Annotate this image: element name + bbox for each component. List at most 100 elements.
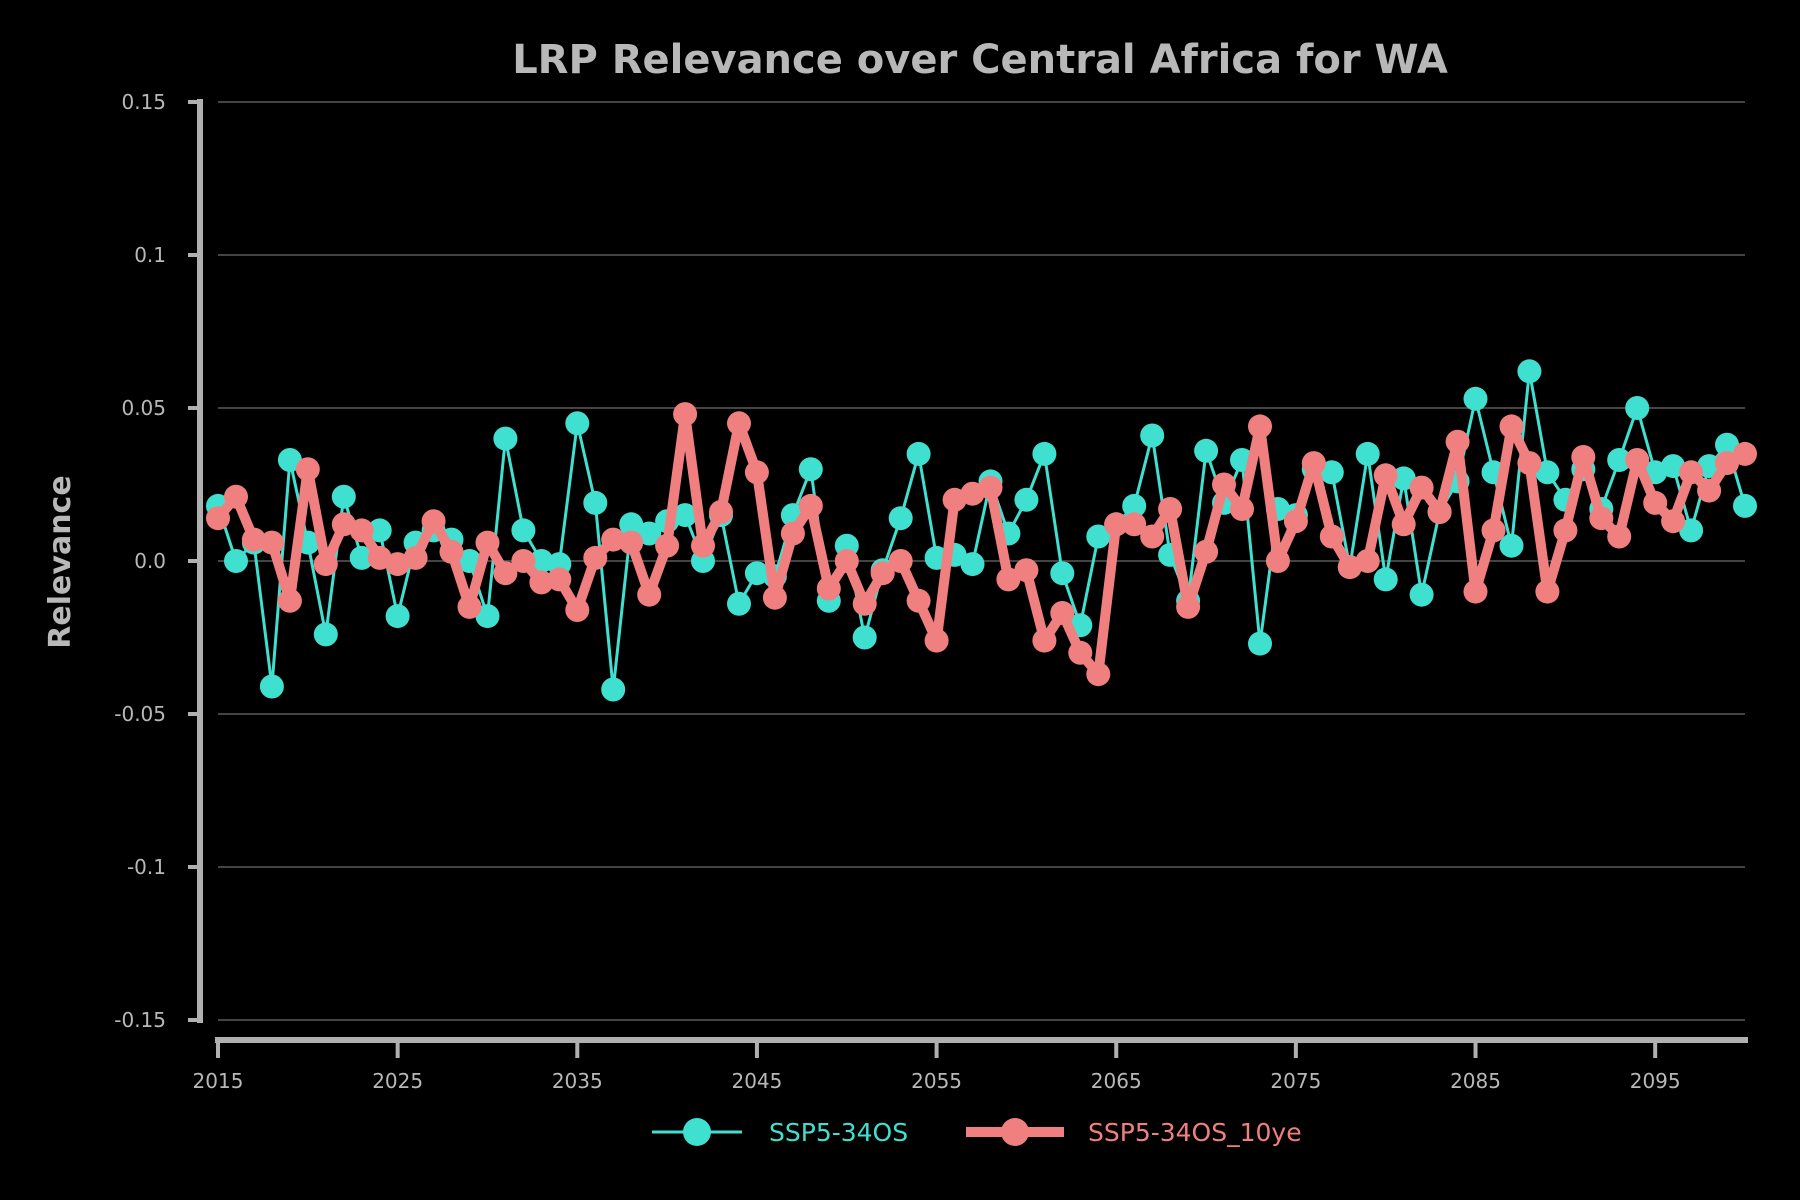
data-point [1319, 460, 1344, 485]
x-tick-label: 2035 [552, 1069, 603, 1093]
y-tick-label: 0.05 [121, 396, 166, 420]
data-point [1697, 478, 1722, 503]
data-point [1355, 549, 1380, 573]
data-point [1607, 448, 1632, 472]
legend-swatch-marker [683, 1118, 711, 1146]
data-point [349, 518, 374, 543]
data-point [1409, 475, 1434, 500]
plot-area [206, 359, 1757, 702]
data-point [1607, 524, 1632, 549]
data-point [744, 561, 769, 586]
data-point [1086, 524, 1111, 549]
data-point [762, 585, 787, 610]
data-point [1571, 445, 1596, 469]
data-point [1265, 549, 1290, 573]
data-point [1050, 601, 1075, 625]
data-point [852, 625, 877, 650]
data-point [619, 512, 644, 537]
data-point [816, 576, 841, 601]
data-point [1661, 509, 1686, 534]
x-tick-label: 2085 [1450, 1069, 1501, 1093]
data-point [691, 533, 715, 558]
data-point [1014, 487, 1039, 512]
data-point [798, 493, 823, 518]
data-point [780, 521, 805, 546]
data-point [1589, 506, 1614, 531]
data-point [583, 490, 608, 515]
data-point [1643, 490, 1668, 515]
data-point [655, 533, 680, 558]
data-point [1283, 509, 1308, 534]
data-point [224, 549, 248, 573]
data-point [565, 598, 590, 622]
data-point [1086, 662, 1111, 687]
y-tick-label: -0.1 [127, 855, 166, 879]
data-point [493, 561, 518, 586]
data-point [1248, 631, 1272, 656]
data-point [1122, 512, 1147, 537]
data-point [727, 591, 751, 616]
y-tick-label: -0.15 [114, 1008, 166, 1032]
data-point [1517, 451, 1542, 476]
data-point [206, 506, 230, 531]
data-point [888, 549, 913, 573]
data-point [565, 411, 590, 436]
data-point [1661, 454, 1686, 479]
x-tick-label: 2055 [911, 1069, 962, 1093]
x-tick-label: 2095 [1630, 1069, 1681, 1093]
data-point [1212, 472, 1236, 497]
data-point [1445, 429, 1470, 454]
legend: SSP5-34OS SSP5-34OS_10ye [652, 1118, 1302, 1147]
data-point [439, 539, 464, 564]
data-point [421, 509, 446, 534]
data-point [1104, 512, 1129, 537]
data-point [709, 500, 733, 524]
data-point [1391, 512, 1416, 537]
data-point [1733, 441, 1757, 466]
data-point [673, 503, 698, 528]
data-point [295, 457, 320, 482]
data-point [1176, 594, 1201, 619]
data-point [1140, 423, 1165, 448]
data-point [1733, 493, 1757, 518]
data-point [1481, 518, 1506, 543]
data-point [906, 441, 931, 466]
data-point [277, 588, 302, 613]
legend-label: SSP5-34OS [769, 1118, 908, 1147]
data-point [1697, 454, 1722, 479]
data-point [1194, 539, 1219, 564]
data-point [1409, 582, 1434, 607]
data-point [1499, 533, 1524, 558]
axes: 0.15 0.1 0.05 0.0 -0.05 -0.1 -0.15 2015 2025 2035… [114, 90, 1748, 1093]
x-tick-label: 2025 [372, 1069, 423, 1093]
data-point [1373, 567, 1398, 592]
data-point [1679, 518, 1704, 543]
data-point [637, 521, 662, 546]
data-point [1032, 441, 1057, 466]
data-point [385, 552, 410, 577]
data-point [1535, 460, 1560, 485]
data-point [1391, 466, 1416, 491]
data-point [313, 552, 338, 577]
data-point [1032, 628, 1057, 653]
data-point [1553, 518, 1578, 543]
data-point [583, 545, 608, 570]
data-point [1050, 561, 1075, 586]
data-point [1158, 497, 1183, 521]
data-point [1248, 414, 1272, 439]
legend-swatch-marker [1001, 1118, 1029, 1146]
data-point [1014, 558, 1039, 583]
y-tick-label: -0.05 [114, 702, 166, 726]
data-point [475, 530, 500, 555]
data-point [259, 530, 284, 555]
data-point [511, 518, 536, 543]
data-point [475, 604, 500, 629]
y-tick-label: 0.15 [121, 90, 166, 114]
data-point [960, 552, 985, 577]
data-point [1301, 451, 1326, 476]
data-point [637, 582, 662, 607]
chart-title: LRP Relevance over Central Africa for WA [512, 37, 1448, 83]
data-point [978, 475, 1003, 500]
data-point [1517, 359, 1542, 384]
data-point [601, 527, 626, 552]
